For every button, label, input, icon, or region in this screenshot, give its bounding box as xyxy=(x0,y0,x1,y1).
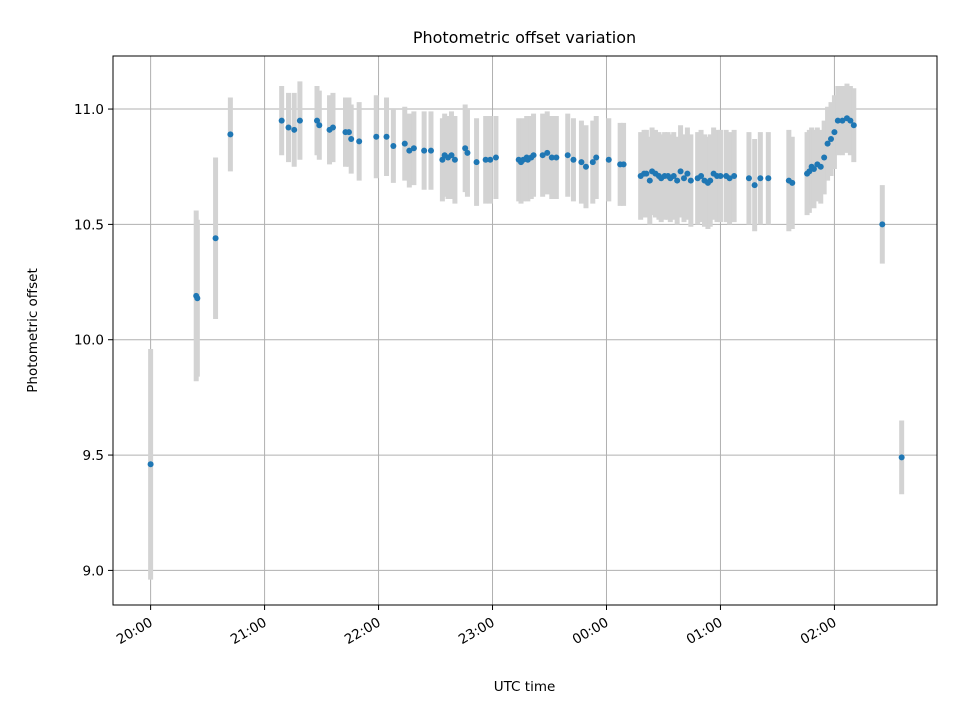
data-point xyxy=(745,175,752,182)
data-point xyxy=(539,152,546,159)
data-point xyxy=(147,461,154,468)
data-point xyxy=(544,149,551,156)
data-point xyxy=(564,152,571,159)
data-point xyxy=(464,149,471,156)
data-point xyxy=(670,172,677,179)
data-point xyxy=(314,117,321,124)
data-point xyxy=(717,172,724,179)
y-axis-label: Photometric offset xyxy=(25,268,41,392)
data-point xyxy=(530,152,537,159)
y-tick-label: 9.5 xyxy=(83,448,104,464)
data-point xyxy=(448,152,455,159)
x-axis-ticks: 20:00 21:00 22:00 23:00 00:00 01:00 02:00 xyxy=(114,605,840,648)
x-tick-label: 20:00 xyxy=(114,615,156,648)
data-point xyxy=(687,177,694,184)
data-point xyxy=(427,147,434,154)
y-tick-label: 10.5 xyxy=(74,217,104,233)
data-point xyxy=(462,145,469,152)
data-point xyxy=(605,156,612,163)
data-point xyxy=(684,170,691,177)
x-tick-label: 00:00 xyxy=(570,615,612,648)
data-point xyxy=(553,154,560,161)
data-point xyxy=(726,175,733,182)
y-tick-label: 9.0 xyxy=(83,563,104,579)
data-point xyxy=(473,159,480,166)
data-point xyxy=(390,142,397,149)
data-point xyxy=(227,131,234,138)
data-point xyxy=(589,159,596,166)
data-point xyxy=(824,140,831,147)
data-point xyxy=(212,235,219,242)
data-point xyxy=(620,161,627,168)
y-tick-label: 11.0 xyxy=(74,102,104,118)
data-point xyxy=(789,179,796,186)
x-tick-label: 01:00 xyxy=(684,615,726,648)
data-point xyxy=(383,133,390,140)
data-points xyxy=(147,115,905,468)
plot-frame xyxy=(112,55,938,606)
data-point xyxy=(492,154,499,161)
x-axis-label: UTC time xyxy=(494,679,556,695)
data-point xyxy=(401,140,408,147)
y-tick-label: 10.0 xyxy=(74,333,104,349)
data-point xyxy=(410,145,417,152)
x-tick-label: 23:00 xyxy=(456,615,498,648)
data-point xyxy=(285,124,292,131)
data-point xyxy=(817,163,824,170)
data-point xyxy=(421,147,428,154)
data-point xyxy=(757,175,764,182)
data-point xyxy=(296,117,303,124)
data-point xyxy=(348,136,355,143)
data-point xyxy=(828,136,835,143)
data-point xyxy=(570,156,577,163)
x-tick-label: 21:00 xyxy=(228,615,270,648)
data-point xyxy=(646,177,653,184)
data-point xyxy=(850,122,857,129)
data-point xyxy=(806,168,813,175)
data-point xyxy=(839,117,846,124)
data-point xyxy=(680,175,687,182)
data-point xyxy=(898,454,905,461)
data-point xyxy=(194,295,201,302)
data-point xyxy=(373,133,380,140)
data-point xyxy=(482,156,489,163)
data-point xyxy=(674,177,681,184)
data-point xyxy=(879,221,886,228)
data-point xyxy=(731,172,738,179)
data-point xyxy=(548,154,555,161)
data-point xyxy=(847,117,854,124)
data-point xyxy=(578,159,585,166)
data-point xyxy=(765,175,772,182)
data-point xyxy=(356,138,363,145)
data-point xyxy=(278,117,285,124)
y-axis-ticks: 9.0 9.5 10.0 10.5 11.0 xyxy=(74,102,113,579)
data-point xyxy=(677,168,684,175)
data-point xyxy=(406,147,413,154)
data-point xyxy=(810,166,817,173)
x-tick-label: 02:00 xyxy=(798,615,840,648)
chart-title: Photometric offset variation xyxy=(413,28,636,47)
data-point xyxy=(451,156,458,163)
data-point xyxy=(707,177,714,184)
data-point xyxy=(834,117,841,124)
data-point xyxy=(345,129,352,136)
data-point xyxy=(593,154,600,161)
x-tick-label: 22:00 xyxy=(342,615,384,648)
data-point xyxy=(643,170,650,177)
data-point xyxy=(316,122,323,129)
data-point xyxy=(698,172,705,179)
data-point xyxy=(291,126,298,133)
data-point xyxy=(821,154,828,161)
data-point xyxy=(831,129,838,136)
data-point xyxy=(487,156,494,163)
data-point xyxy=(329,124,336,131)
data-point xyxy=(751,182,758,189)
data-point xyxy=(582,163,589,170)
data-point xyxy=(439,156,446,163)
